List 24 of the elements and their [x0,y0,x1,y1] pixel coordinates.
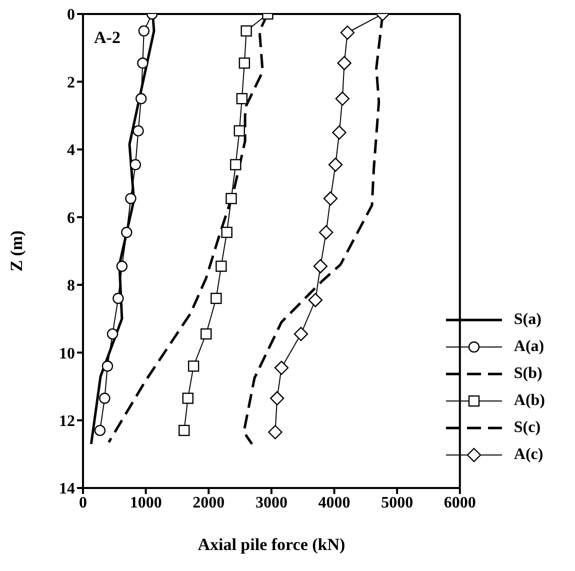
legend-label: A(b) [514,392,545,410]
y-tick-label: 8 [67,278,75,295]
x-tick-label: 3000 [255,494,288,512]
y-tick-label: 4 [67,142,75,160]
y-tick-label: 2 [67,74,75,92]
x-tick-label: 6000 [444,494,476,512]
y-tick-label: 10 [59,345,75,362]
y-tick-label: 12 [59,412,75,430]
legend-label: S(c) [514,418,541,436]
y-tick-label: 6 [67,210,75,227]
x-axis-title: Axial pile force (kN) [198,535,346,554]
y-axis-title: Z (m) [7,230,26,272]
legend-label: S(a) [514,310,542,328]
x-tick-label: 2000 [192,494,225,512]
legend-label: S(b) [514,364,542,382]
y-tick-label: 14 [59,480,75,498]
x-tick-label: 5000 [381,494,414,512]
y-tick-label: 0 [67,6,75,24]
x-tick-label: 0 [79,494,87,512]
x-tick-label: 1000 [130,494,162,512]
annotation: A-2 [94,28,120,48]
legend-label: A(a) [514,338,544,356]
x-tick-label: 4000 [318,494,350,512]
legend-label: A(c) [514,446,544,464]
